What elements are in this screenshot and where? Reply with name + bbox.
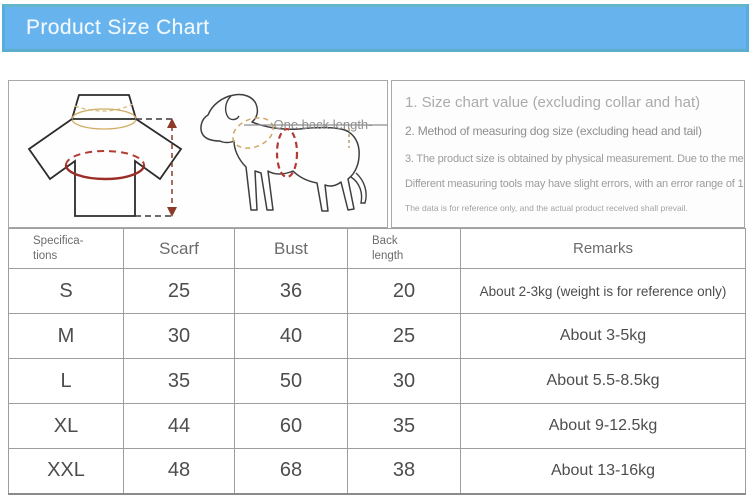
table-row: XL 44 60 35 About 9-12.5kg — [8, 403, 746, 449]
back-cell: 38 — [347, 448, 461, 494]
remarks-cell: About 3-5kg — [460, 313, 746, 359]
size-cell: S — [8, 268, 124, 314]
size-table: Specifica- tions Scarf Bust Back length … — [8, 228, 746, 495]
title-banner: Product Size Chart — [2, 4, 749, 52]
col-header-back-length: Back length — [347, 228, 461, 269]
col-header-remarks: Remarks — [460, 228, 746, 269]
page-title: Product Size Chart — [26, 16, 210, 39]
back-cell: 25 — [347, 313, 461, 359]
back-cell: 20 — [347, 268, 461, 314]
table-header-row: Specifica- tions Scarf Bust Back length … — [8, 228, 746, 269]
bust-cell: 40 — [234, 313, 348, 359]
note-physical-measure: 3. The product size is obtained by physi… — [405, 153, 744, 165]
size-cell: XXL — [8, 448, 124, 494]
col-header-specifications: Specifica- tions — [8, 228, 124, 269]
table-row: XXL 48 68 38 About 13-16kg — [8, 448, 746, 494]
col-header-scarf: Scarf — [123, 228, 235, 269]
table-row: M 30 40 25 About 3-5kg — [8, 313, 746, 359]
bust-cell: 68 — [234, 448, 348, 494]
table-row: L 35 50 30 About 5.5-8.5kg — [8, 358, 746, 404]
scarf-cell: 30 — [123, 313, 235, 359]
size-cell: XL — [8, 403, 124, 449]
bust-cell: 60 — [234, 403, 348, 449]
note-measuring-method: 2. Method of measuring dog size (excludi… — [405, 124, 702, 138]
dog-diagram-icon: One back length- — [200, 93, 387, 212]
table-row: S 25 36 20 About 2-3kg (weight is for re… — [8, 268, 746, 314]
remarks-cell: About 13-16kg — [460, 448, 746, 494]
scarf-cell: 25 — [123, 268, 235, 314]
size-cell: M — [8, 313, 124, 359]
bust-cell: 36 — [234, 268, 348, 314]
scarf-cell: 35 — [123, 358, 235, 404]
measurement-diagrams-panel: One back length- — [8, 80, 388, 228]
back-cell: 30 — [347, 358, 461, 404]
note-size-chart-value: 1. Size chart value (excluding collar an… — [405, 94, 701, 111]
measurement-notes-panel: 1. Size chart value (excluding collar an… — [391, 80, 745, 228]
remarks-cell: About 9-12.5kg — [460, 403, 746, 449]
scarf-cell: 48 — [123, 448, 235, 494]
size-cell: L — [8, 358, 124, 404]
back-length-label: One back length- — [273, 117, 372, 132]
note-reference-only: The data is for reference only, and the … — [405, 203, 688, 213]
bust-cell: 50 — [234, 358, 348, 404]
back-cell: 35 — [347, 403, 461, 449]
remarks-cell: About 2-3kg (weight is for reference onl… — [460, 268, 746, 314]
garment-diagram-icon — [27, 94, 183, 217]
col-header-bust: Bust — [234, 228, 348, 269]
note-error-range: Different measuring tools may have sligh… — [405, 178, 745, 190]
scarf-cell: 44 — [123, 403, 235, 449]
remarks-cell: About 5.5-8.5kg — [460, 358, 746, 404]
